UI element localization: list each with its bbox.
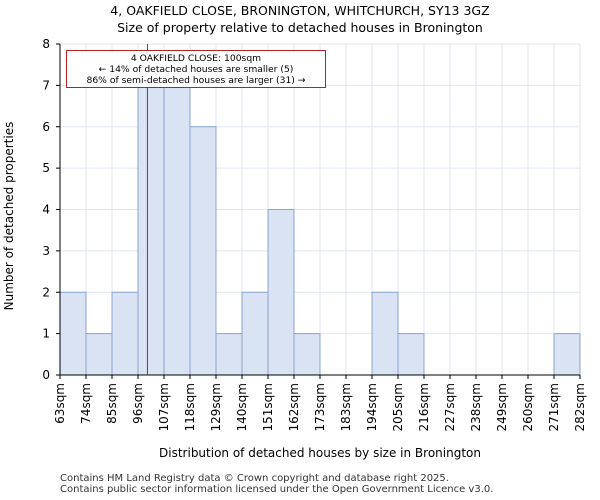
x-tick-label: 260sqm: [521, 383, 535, 431]
bar: [397, 333, 425, 376]
y-axis-label: Number of detached properties: [2, 122, 16, 311]
x-tick-label: 96sqm: [131, 383, 145, 424]
x-tick-label: 249sqm: [495, 383, 509, 431]
bar: [85, 333, 113, 376]
annotation-line-1: 4 OAKFIELD CLOSE: 100sqm: [130, 53, 262, 64]
x-axis-label: Distribution of detached houses by size …: [159, 446, 481, 460]
bar: [293, 333, 321, 376]
x-tick-label: 162sqm: [287, 383, 301, 431]
y-tick-label: 8: [42, 37, 50, 51]
x-tick-label: 271sqm: [547, 383, 561, 431]
y-tick-label: 1: [42, 327, 50, 341]
x-tick-label: 151sqm: [261, 383, 275, 431]
footer-line-1: Contains HM Land Registry data © Crown c…: [60, 473, 449, 484]
x-tick-label: 85sqm: [105, 383, 119, 424]
bar: [137, 84, 165, 376]
y-tick-label: 6: [42, 120, 50, 134]
x-tick-label: 216sqm: [417, 383, 431, 431]
x-tick-label: 227sqm: [443, 383, 457, 431]
y-tick-label: 7: [42, 78, 50, 92]
x-tick-label: 74sqm: [79, 383, 93, 424]
x-tick-label: 238sqm: [469, 383, 483, 431]
bar: [189, 126, 217, 376]
bar: [163, 84, 191, 376]
bar: [371, 291, 399, 376]
x-tick-label: 205sqm: [391, 383, 405, 431]
x-tick-label: 140sqm: [235, 383, 249, 431]
x-tick-label: 173sqm: [313, 383, 327, 431]
x-tick-label: 118sqm: [183, 383, 197, 431]
chart-title: 4, OAKFIELD CLOSE, BRONINGTON, WHITCHURC…: [110, 3, 490, 18]
x-tick-label: 107sqm: [157, 383, 171, 431]
bar: [59, 291, 87, 376]
bar: [111, 291, 139, 376]
bar: [215, 333, 243, 376]
y-tick-label: 0: [42, 368, 50, 382]
annotation-box: 4 OAKFIELD CLOSE: 100sqm ← 14% of detach…: [66, 50, 326, 88]
chart-subtitle: Size of property relative to detached ho…: [117, 20, 483, 35]
annotation-line-3: 86% of semi-detached houses are larger (…: [86, 75, 306, 86]
x-tick-label: 129sqm: [209, 383, 223, 431]
x-tick-label: 63sqm: [53, 383, 67, 424]
bar: [241, 291, 269, 376]
y-tick-label: 2: [42, 285, 50, 299]
bar: [553, 333, 581, 376]
x-tick-label: 194sqm: [365, 383, 379, 431]
footer-line-2: Contains public sector information licen…: [60, 484, 494, 495]
y-tick-label: 4: [42, 203, 50, 217]
x-tick-label: 282sqm: [573, 383, 587, 431]
x-tick-label: 183sqm: [339, 383, 353, 431]
y-tick-label: 3: [42, 244, 50, 258]
y-tick-label: 5: [42, 161, 50, 175]
annotation-line-2: ← 14% of detached houses are smaller (5): [98, 64, 294, 75]
bar: [267, 209, 295, 376]
